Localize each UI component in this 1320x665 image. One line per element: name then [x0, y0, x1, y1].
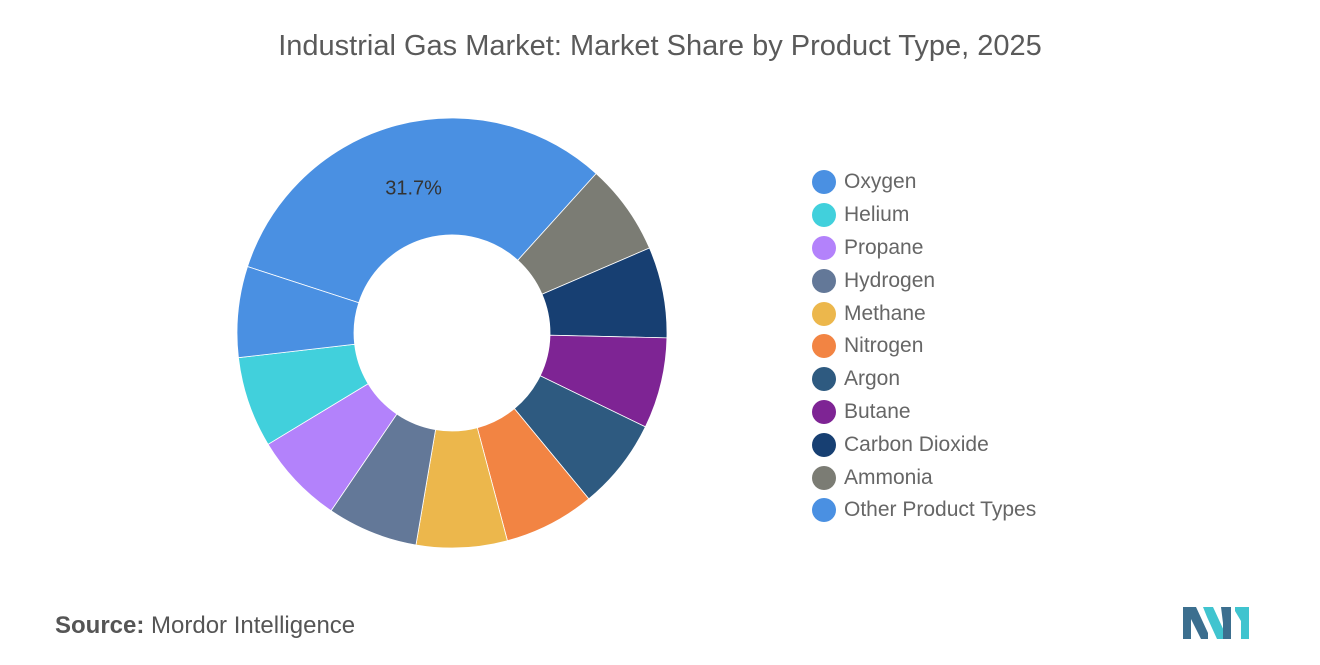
- source-label: Source:: [55, 612, 145, 639]
- source-text: Mordor Intelligence: [151, 612, 356, 639]
- legend-item-hydrogen: Hydrogen: [812, 264, 1036, 297]
- legend-swatch: [812, 465, 836, 490]
- legend-item-argon: Argon: [812, 363, 1036, 396]
- legend-item-butane: Butane: [812, 396, 1036, 429]
- legend-item-oxygen: Oxygen: [812, 166, 1036, 199]
- legend-swatch: [812, 334, 836, 359]
- legend-swatch: [812, 268, 836, 293]
- legend-label: Butane: [844, 399, 911, 423]
- legend-item-other-product-types: Other Product Types: [812, 494, 1036, 527]
- legend-item-nitrogen: Nitrogen: [812, 330, 1036, 363]
- legend-item-ammonia: Ammonia: [812, 461, 1036, 494]
- source-line: Source: Mordor Intelligence: [55, 612, 355, 640]
- legend-swatch: [812, 399, 836, 424]
- legend-swatch: [812, 301, 836, 326]
- chart-legend: Oxygen Helium Propane Hydrogen Methane Nitrog…: [812, 166, 1036, 527]
- legend-swatch: [812, 498, 836, 523]
- legend-item-methane: Methane: [812, 297, 1036, 330]
- legend-label: Methane: [844, 301, 926, 325]
- legend-swatch: [812, 367, 836, 392]
- data-label-oxygen: 31.7%: [385, 177, 442, 199]
- legend-label: Oxygen: [844, 170, 917, 194]
- legend-label: Propane: [844, 235, 924, 259]
- legend-label: Argon: [844, 367, 901, 391]
- legend-label: Nitrogen: [844, 334, 924, 358]
- legend-swatch: [812, 432, 836, 457]
- legend-label: Helium: [844, 203, 910, 227]
- legend-item-helium: Helium: [812, 199, 1036, 232]
- legend-label: Other Product Types: [844, 498, 1037, 522]
- slice-other-product-types: [236, 266, 360, 359]
- legend-item-propane: Propane: [812, 232, 1036, 265]
- chart-title: Industrial Gas Market: Market Share by P…: [278, 30, 1042, 62]
- mordor-intelligence-logo: [1183, 607, 1249, 639]
- legend-label: Ammonia: [844, 465, 933, 489]
- legend-label: Carbon Dioxide: [844, 432, 989, 456]
- legend-swatch: [812, 203, 836, 228]
- legend-label: Hydrogen: [844, 268, 936, 292]
- slice-oxygen: [247, 117, 597, 304]
- legend-swatch: [812, 235, 836, 260]
- legend-swatch: [812, 170, 836, 195]
- legend-item-carbon-dioxide: Carbon Dioxide: [812, 428, 1036, 461]
